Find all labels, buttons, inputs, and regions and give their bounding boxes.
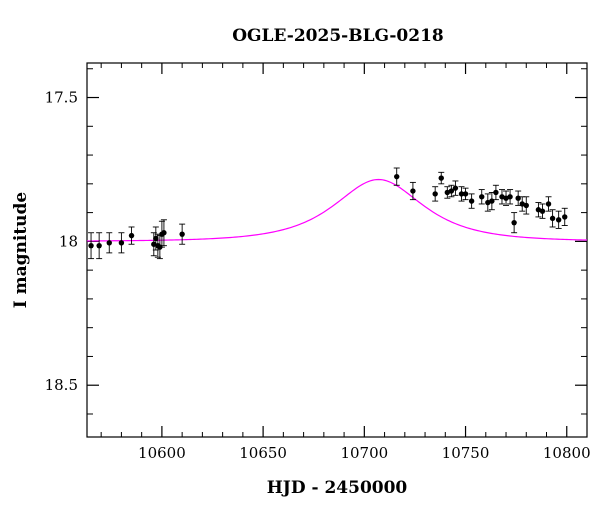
data-marker xyxy=(88,242,94,249)
plot-frame xyxy=(86,62,588,438)
data-point xyxy=(488,192,495,211)
data-point xyxy=(561,207,568,226)
data-point xyxy=(503,190,510,206)
data-point xyxy=(160,219,167,247)
x-tick-label: 10700 xyxy=(340,444,388,462)
y-tick-label: 18 xyxy=(59,232,78,250)
data-marker xyxy=(503,195,509,201)
x-tick-labels: 10600 10650 10700 10750 10800 xyxy=(138,444,591,462)
data-marker xyxy=(153,235,159,242)
data-point xyxy=(128,226,135,245)
data-point xyxy=(88,232,95,260)
data-marker xyxy=(410,188,416,194)
y-axis-label: I magnitude xyxy=(11,192,31,309)
data-marker xyxy=(562,214,568,220)
data-point xyxy=(393,167,400,186)
data-point xyxy=(444,186,451,199)
data-marker xyxy=(438,175,444,181)
data-point xyxy=(511,212,518,234)
data-marker xyxy=(479,194,485,200)
data-marker xyxy=(394,173,400,180)
data-point xyxy=(452,180,459,196)
data-point xyxy=(150,232,157,257)
data-marker xyxy=(448,188,455,194)
data-marker xyxy=(179,231,185,237)
data-marker xyxy=(511,219,517,226)
data-marker xyxy=(96,242,102,249)
data-marker xyxy=(468,198,475,204)
data-marker xyxy=(555,217,562,223)
y-tick-label: 17.5 xyxy=(45,89,78,107)
data-point xyxy=(492,184,499,201)
data-marker xyxy=(161,230,167,236)
data-marker xyxy=(118,240,125,246)
x-tick-label: 10750 xyxy=(442,444,490,462)
data-marker xyxy=(489,198,495,204)
data-points xyxy=(88,167,568,260)
data-point xyxy=(484,193,491,212)
data-point xyxy=(432,186,439,202)
data-marker xyxy=(106,240,112,246)
data-point xyxy=(468,193,475,209)
data-point xyxy=(545,196,552,212)
data-marker xyxy=(549,215,556,222)
data-point xyxy=(118,232,125,254)
data-marker xyxy=(507,194,513,200)
data-marker xyxy=(485,199,491,206)
model-curve xyxy=(86,178,588,242)
data-point xyxy=(549,209,556,228)
data-marker xyxy=(523,202,529,209)
data-point xyxy=(96,232,103,260)
chart-title: OGLE-2025-BLG-0218 xyxy=(232,26,444,46)
data-marker xyxy=(452,185,459,191)
data-marker xyxy=(128,232,135,239)
data-point xyxy=(448,184,455,198)
x-tick-label: 10600 xyxy=(138,444,186,462)
data-point xyxy=(555,210,562,229)
data-point xyxy=(179,223,186,245)
data-point xyxy=(458,186,465,202)
data-point xyxy=(535,202,542,218)
data-marker xyxy=(515,195,521,201)
data-marker xyxy=(519,201,525,207)
data-point xyxy=(539,203,546,219)
data-point xyxy=(438,171,445,185)
data-point xyxy=(462,187,469,201)
data-marker xyxy=(151,241,157,247)
y-tick-label: 18.5 xyxy=(45,376,78,394)
data-marker xyxy=(535,207,542,213)
data-marker xyxy=(499,194,505,200)
data-point xyxy=(507,189,514,205)
data-marker xyxy=(539,208,546,214)
data-marker xyxy=(432,191,438,197)
data-marker xyxy=(462,191,469,197)
major-ticks xyxy=(87,63,587,437)
x-tick-label: 10800 xyxy=(543,444,591,462)
data-point xyxy=(478,189,485,205)
y-tick-labels: 17.5 18 18.5 xyxy=(45,89,78,395)
data-point xyxy=(523,196,530,215)
data-point xyxy=(409,181,416,201)
minor-ticks xyxy=(87,63,588,437)
data-point xyxy=(106,232,113,254)
x-tick-label: 10650 xyxy=(239,444,287,462)
x-axis-label: HJD - 2450000 xyxy=(267,478,408,498)
data-marker xyxy=(458,191,465,197)
data-marker xyxy=(493,189,499,196)
data-marker xyxy=(444,189,451,196)
data-point xyxy=(498,189,505,205)
data-marker xyxy=(545,201,552,207)
